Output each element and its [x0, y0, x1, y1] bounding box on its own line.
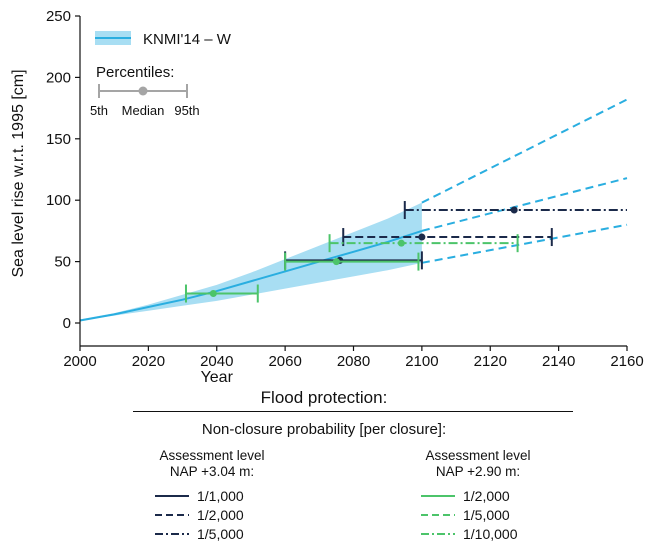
- dashdot-green-line-icon: [421, 532, 455, 535]
- median-line: [79, 229, 423, 322]
- legend-row-label: 1/2,000: [463, 487, 510, 504]
- x-tick-label: 2100: [405, 353, 438, 370]
- x-tick-label: 2120: [474, 353, 507, 370]
- legend-5th-label: 5th: [90, 103, 108, 118]
- dashdot-navy-line-icon: [155, 532, 189, 535]
- y-axis-label: Sea level rise w.r.t. 1995 [cm]: [10, 69, 27, 277]
- median-point: [418, 233, 426, 241]
- legend-95th-label: 95th: [174, 103, 199, 118]
- dashed-navy-line-icon: [155, 513, 189, 516]
- x-tick-label: 2080: [337, 353, 370, 370]
- extrapolation-line: [421, 98, 628, 204]
- assessment-right-column: Assessment level NAP +2.90 m: 1/2,000 1/…: [368, 448, 588, 543]
- y-tick-label: 100: [46, 192, 71, 209]
- median-point: [332, 258, 340, 266]
- legend-median-dot: [138, 86, 148, 96]
- median-point: [510, 206, 518, 214]
- x-tick-label: 2060: [268, 353, 301, 370]
- assessment-left-column: Assessment level NAP +3.04 m: 1/1,000 1/…: [102, 448, 322, 543]
- solid-navy-line-icon: [155, 494, 189, 497]
- x-tick-label: 2000: [63, 353, 96, 370]
- legend-row-label: 1/5,000: [197, 525, 244, 542]
- dashed-green-line-icon: [421, 513, 455, 516]
- sea-level-chart: 0 50 100 150 200 250 2000 2020 2040 2060 2080 2100 2…: [10, 8, 644, 384]
- median-point: [209, 290, 217, 298]
- legend-row-label: 1/2,000: [197, 506, 244, 523]
- x-tick-label: 2040: [200, 353, 233, 370]
- legend-row: 1/2,000: [102, 505, 322, 524]
- legend-row-label: 1/5,000: [463, 506, 510, 523]
- assessment-right-level: NAP +2.90 m:: [435, 464, 521, 479]
- solid-green-line-icon: [421, 494, 455, 497]
- x-tick-label: 2020: [132, 353, 165, 370]
- x-axis-label: Year: [201, 369, 234, 384]
- legend-row-label: 1/1,000: [197, 487, 244, 504]
- flood-protection-legend: Flood protection: Non-closure probabilit…: [0, 384, 648, 544]
- assessment-right-heading: Assessment level: [425, 448, 531, 463]
- legend-row: 1/10,000: [368, 524, 588, 543]
- y-tick-label: 50: [54, 254, 71, 271]
- x-tick-label: 2140: [542, 353, 575, 370]
- legend-row: 1/5,000: [368, 505, 588, 524]
- x-tick-label: 2160: [610, 353, 643, 370]
- flood-protection-title: Flood protection:: [260, 388, 388, 407]
- legend-row: 1/1,000: [102, 486, 322, 505]
- divider: [133, 411, 573, 412]
- y-tick-label: 150: [46, 131, 71, 148]
- non-closure-subtitle: Non-closure probability [per closure]:: [201, 421, 447, 438]
- legend-percentiles-title: Percentiles:: [96, 64, 174, 81]
- legend-series-label: KNMI'14 – W: [143, 31, 232, 48]
- extrapolation-line: [421, 177, 628, 232]
- y-tick-label: 200: [46, 69, 71, 86]
- assessment-left-heading: Assessment level: [159, 448, 265, 463]
- median-point: [397, 239, 405, 247]
- assessment-left-level: NAP +3.04 m:: [169, 464, 255, 479]
- extrapolation-line: [421, 223, 628, 264]
- legend-row: 1/5,000: [102, 524, 322, 543]
- legend-median-label: Median: [122, 103, 165, 118]
- y-tick-label: 250: [46, 8, 71, 25]
- legend-row: 1/2,000: [368, 486, 588, 505]
- legend-row-label: 1/10,000: [463, 525, 518, 542]
- y-tick-label: 0: [63, 315, 71, 332]
